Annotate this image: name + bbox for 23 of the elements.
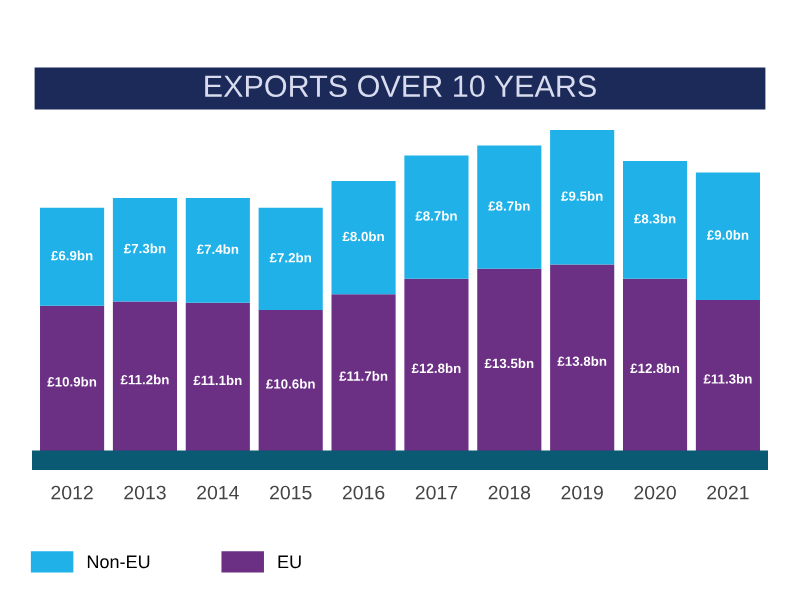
bar [622, 161, 688, 279]
bar [40, 207, 105, 306]
chart-title: EXPORTS OVER 10 YEARS [205, 75, 596, 97]
x-tick-label: 2015 [270, 485, 312, 500]
x-tick-label: 2014 [197, 485, 239, 500]
x-tick-label: 2017 [415, 485, 458, 500]
bar [550, 129, 615, 265]
bar [695, 172, 760, 301]
bar [404, 155, 469, 279]
x-tick-label: 2013 [124, 485, 166, 500]
bar [112, 197, 178, 302]
x-tick-label: 2021 [707, 485, 749, 500]
x-tick-label: 2016 [342, 485, 385, 500]
bar [331, 180, 396, 295]
legend-label: EU [278, 555, 301, 569]
bar [185, 197, 250, 303]
bar [258, 207, 323, 310]
x-tick-label: 2020 [634, 485, 676, 500]
legend-label: Non-EU [87, 555, 150, 569]
x-tick-label: 2018 [488, 485, 531, 500]
x-tick-label: 2012 [51, 485, 93, 500]
x-tick-label: 2019 [561, 485, 603, 500]
bar [477, 145, 542, 269]
